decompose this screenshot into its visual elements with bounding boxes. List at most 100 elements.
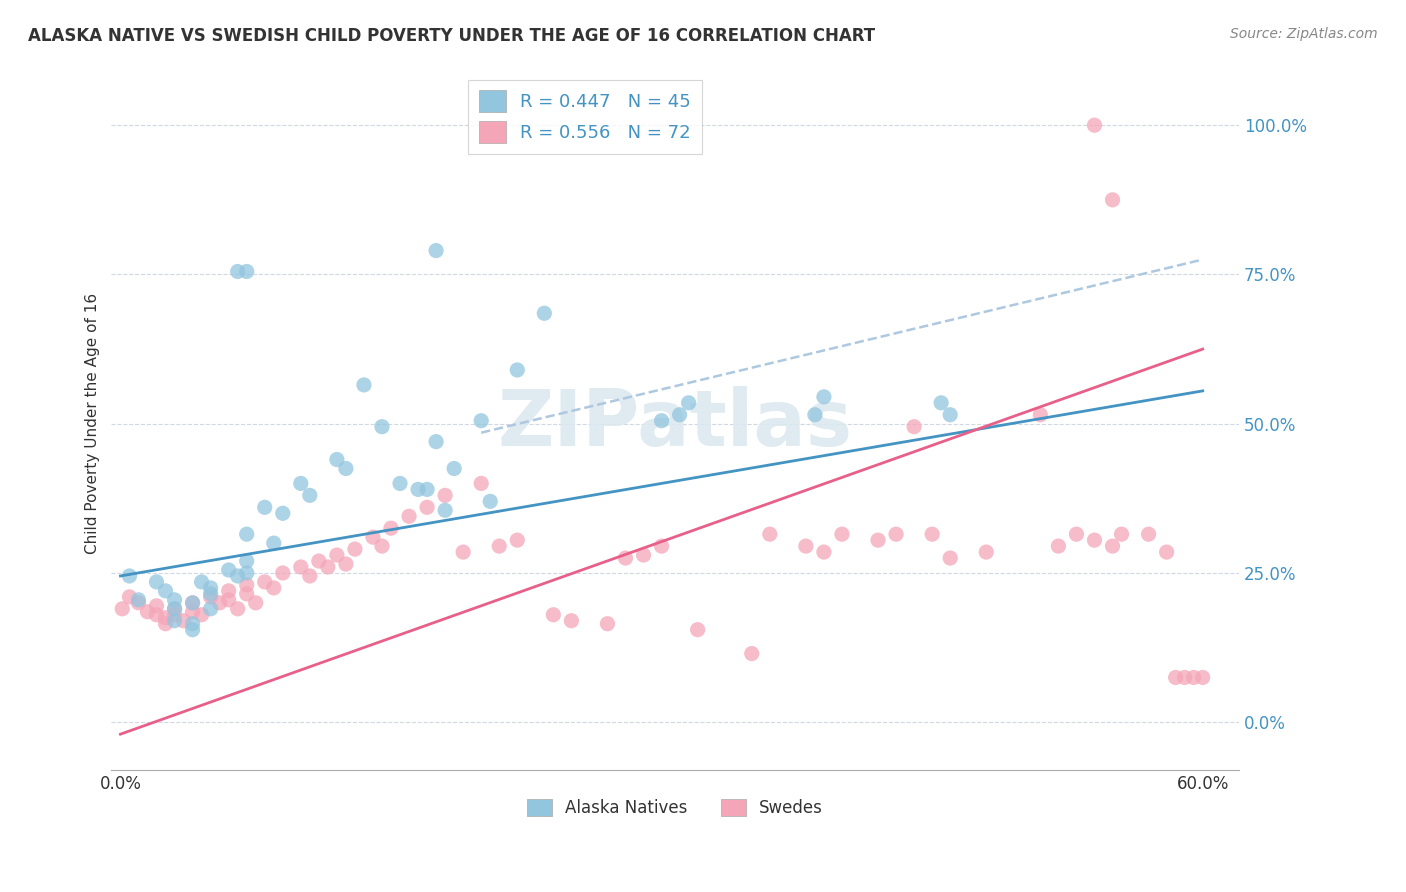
Point	[245, 596, 267, 610]
Point	[451, 545, 474, 559]
Point	[488, 539, 510, 553]
Point	[253, 500, 276, 515]
Point	[353, 378, 375, 392]
Point	[866, 533, 889, 548]
Point	[226, 602, 249, 616]
Point	[235, 554, 257, 568]
Point	[290, 476, 312, 491]
Point	[118, 569, 141, 583]
Legend: Alaska Natives, Swedes: Alaska Natives, Swedes	[520, 792, 830, 824]
Point	[163, 602, 186, 616]
Point	[560, 614, 582, 628]
Point	[181, 616, 204, 631]
Point	[235, 578, 257, 592]
Point	[1191, 670, 1213, 684]
Point	[163, 592, 186, 607]
Point	[668, 408, 690, 422]
Point	[929, 396, 952, 410]
Point	[651, 414, 673, 428]
Point	[235, 264, 257, 278]
Point	[163, 614, 186, 628]
Point	[155, 583, 177, 598]
Point	[326, 452, 349, 467]
Point	[326, 548, 349, 562]
Point	[235, 566, 257, 580]
Point	[136, 605, 159, 619]
Point	[543, 607, 565, 622]
Point	[813, 390, 835, 404]
Point	[1137, 527, 1160, 541]
Point	[181, 596, 204, 610]
Point	[470, 476, 492, 491]
Point	[506, 533, 529, 548]
Point	[686, 623, 709, 637]
Point	[903, 419, 925, 434]
Point	[813, 545, 835, 559]
Point	[974, 545, 997, 559]
Point	[155, 616, 177, 631]
Point	[1083, 118, 1105, 132]
Point	[651, 539, 673, 553]
Point	[263, 536, 285, 550]
Point	[759, 527, 782, 541]
Point	[389, 476, 412, 491]
Point	[633, 548, 655, 562]
Point	[200, 581, 222, 595]
Text: ZIPatlas: ZIPatlas	[498, 385, 852, 462]
Point	[253, 574, 276, 589]
Point	[263, 581, 285, 595]
Point	[118, 590, 141, 604]
Y-axis label: Child Poverty Under the Age of 16: Child Poverty Under the Age of 16	[86, 293, 100, 554]
Point	[335, 461, 357, 475]
Point	[1156, 545, 1178, 559]
Point	[155, 611, 177, 625]
Point	[443, 461, 465, 475]
Point	[921, 527, 943, 541]
Point	[298, 569, 321, 583]
Point	[533, 306, 555, 320]
Point	[939, 408, 962, 422]
Point	[145, 574, 167, 589]
Point	[741, 647, 763, 661]
Point	[1101, 539, 1123, 553]
Point	[181, 596, 204, 610]
Point	[398, 509, 420, 524]
Point	[371, 419, 394, 434]
Point	[343, 542, 366, 557]
Point	[678, 396, 700, 410]
Point	[271, 506, 294, 520]
Point	[1029, 408, 1052, 422]
Point	[1047, 539, 1070, 553]
Point	[425, 244, 447, 258]
Text: Source: ZipAtlas.com: Source: ZipAtlas.com	[1230, 27, 1378, 41]
Point	[208, 596, 231, 610]
Point	[111, 602, 134, 616]
Point	[298, 488, 321, 502]
Point	[884, 527, 907, 541]
Point	[596, 616, 619, 631]
Point	[1101, 193, 1123, 207]
Point	[127, 596, 149, 610]
Point	[939, 551, 962, 566]
Point	[218, 583, 240, 598]
Point	[163, 602, 186, 616]
Point	[190, 574, 212, 589]
Point	[235, 527, 257, 541]
Point	[416, 483, 439, 497]
Point	[290, 560, 312, 574]
Point	[1182, 670, 1205, 684]
Point	[831, 527, 853, 541]
Point	[127, 592, 149, 607]
Point	[316, 560, 339, 574]
Point	[200, 587, 222, 601]
Point	[506, 363, 529, 377]
Point	[361, 530, 384, 544]
Point	[371, 539, 394, 553]
Point	[1164, 670, 1187, 684]
Point	[416, 500, 439, 515]
Point	[1174, 670, 1197, 684]
Point	[218, 592, 240, 607]
Point	[235, 587, 257, 601]
Point	[200, 590, 222, 604]
Point	[308, 554, 330, 568]
